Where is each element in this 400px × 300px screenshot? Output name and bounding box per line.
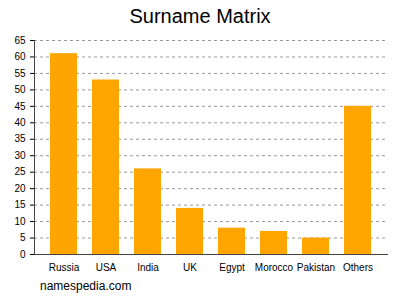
svg-text:Others: Others [343,262,373,273]
svg-text:50: 50 [14,84,26,95]
svg-text:35: 35 [14,133,26,144]
svg-text:25: 25 [14,166,26,177]
svg-text:0: 0 [20,249,26,260]
html-text:Surname Matrix: Surname Matrix [129,5,271,27]
svg-text:India: India [137,262,159,273]
svg-text:40: 40 [14,117,26,128]
svg-text:USA: USA [96,262,117,273]
svg-text:55: 55 [14,68,26,79]
svg-text:10: 10 [14,216,26,227]
svg-text:Morocco: Morocco [255,262,294,273]
svg-text:20: 20 [14,183,26,194]
svg-text:Pakistan: Pakistan [297,262,335,273]
svg-text:15: 15 [14,199,26,210]
html-text:namespedia.com: namespedia.com [40,279,132,293]
svg-text:65: 65 [14,35,26,46]
svg-text:Russia: Russia [49,262,80,273]
svg-text:UK: UK [183,262,197,273]
svg-text:60: 60 [14,51,26,62]
svg-text:45: 45 [14,101,26,112]
svg-text:Egypt: Egypt [219,262,245,273]
svg-text:5: 5 [20,232,26,243]
svg-text:30: 30 [14,150,26,161]
